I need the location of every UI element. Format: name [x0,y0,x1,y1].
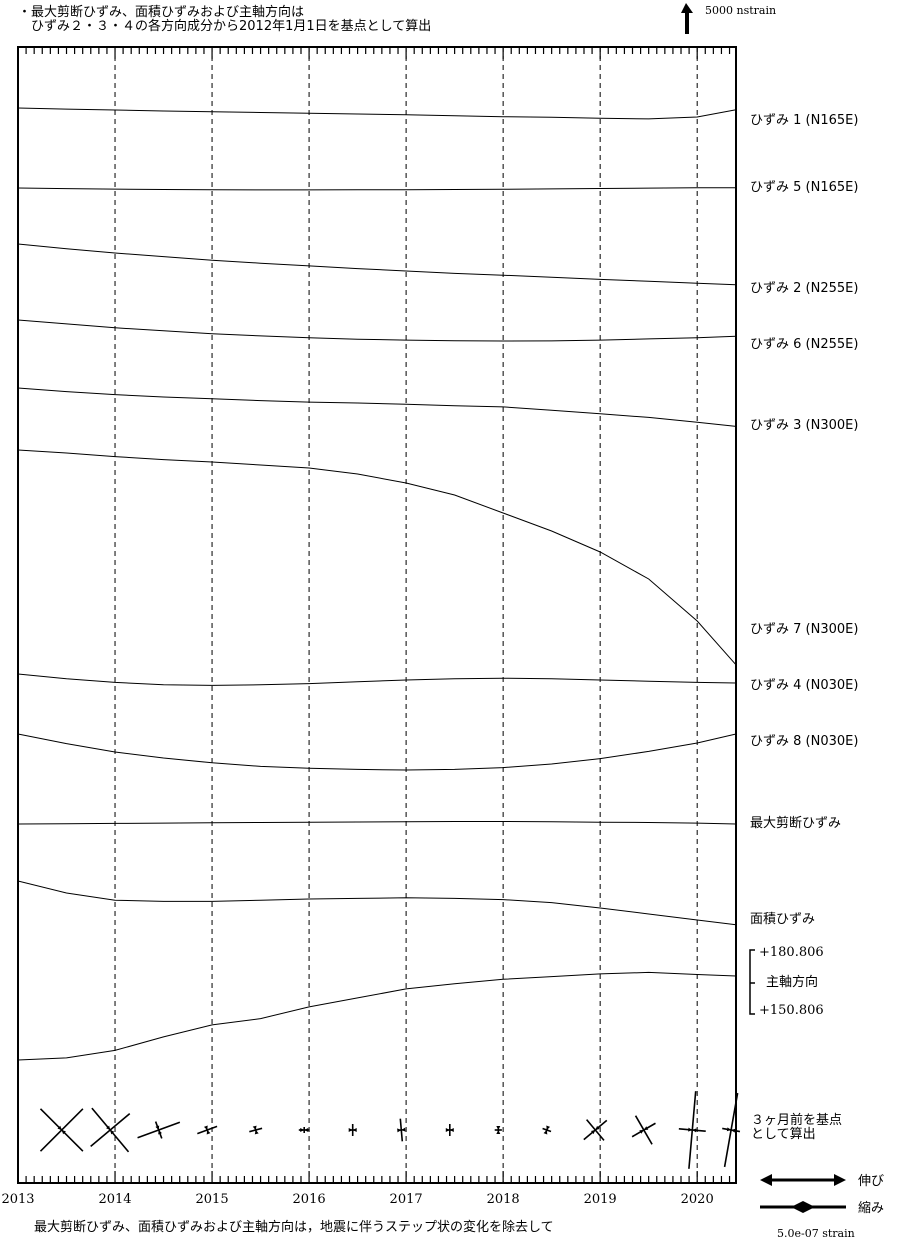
strain-cross [90,1107,131,1153]
series-line [17,821,737,825]
footer-note: 最大剪断ひずみ、面積ひずみおよび主軸方向は，地震に伴うステップ状の変化を除去して [34,1220,554,1235]
strain-cross [542,1125,552,1135]
principal-axis-upper: +180.806 [759,945,824,960]
compression-arrowheads [639,1126,649,1134]
compression-arrowheads [397,1127,406,1133]
x-tick-label: 2019 [584,1192,617,1207]
principal-axis-lower: +150.806 [759,1003,824,1018]
compression-legend-label: 縮み [858,1200,884,1216]
compression-arrowheads [348,1128,357,1132]
cross-note-line2: として算出 [751,1127,816,1142]
compression-arrowheads [155,1125,162,1135]
series-line [17,319,737,342]
compression-arrowheads [496,1126,501,1134]
header-note-line2: ひずみ２・３・４の各方向成分から2012年1月1日を基点として算出 [18,19,432,34]
compression-arrowheads [543,1125,551,1135]
strain-cross [678,1091,706,1169]
series-line [17,673,737,686]
series-lines [17,107,737,1061]
x-tick-label: 2016 [293,1192,326,1207]
axis-ticks: 2013 2014 2015 2016 2017 2018 2019 2020 [1,47,731,1207]
principal-axis-label: 主軸方向 [766,974,818,990]
x-tick-label: 2015 [196,1192,229,1207]
series-label: ひずみ 4 (N030E) [750,678,858,693]
compression-arrowheads [445,1128,454,1132]
strain-cross [39,1108,84,1152]
strain-cross [583,1119,608,1141]
cross-note-line1: ３ヶ月前を基点 [751,1112,842,1128]
series-label: ひずみ 2 (N255E) [750,281,858,296]
scale-bar-label: 5000 nstrain [705,4,776,17]
series-line [17,243,737,286]
series-label: ひずみ 6 (N255E) [750,337,858,352]
principal-axis-bracket [749,949,755,1015]
principal-axis-line [17,971,737,1061]
strain-crosses [39,1091,741,1169]
strain-cross [397,1118,406,1142]
strain-cross [197,1125,218,1135]
strain-cross [348,1124,357,1136]
series-line [17,107,737,120]
x-tick-label: 2017 [390,1192,423,1207]
series-label: 最大剪断ひずみ [750,815,841,831]
extension-legend-label: 伸び [858,1174,884,1189]
compression-arrowheads [726,1127,736,1133]
series-label: ひずみ 5 (N165E) [750,180,858,195]
series-labels: ひずみ 1 (N165E) ひずみ 5 (N165E) ひずみ 2 (N255E) ひ… [749,113,858,1142]
series-label: ひずみ 3 (N300E) [750,418,858,433]
compression-arrowheads [688,1127,697,1133]
strain-scale-label: 5.0e-07 strain [777,1227,855,1240]
strain-cross [137,1121,181,1139]
x-tick-label: 2020 [681,1192,714,1207]
scale-bar-arrow [681,3,693,34]
plot-frame [17,46,737,1184]
series-label: 面積ひずみ [750,912,815,927]
strain-cross [631,1115,656,1145]
header-note-line1: ・最大剪断ひずみ、面積ひずみおよび主軸方向は [18,5,305,20]
strain-cross [494,1126,502,1134]
strain-cross [722,1092,741,1168]
compression-legend-arrows [791,1201,815,1213]
series-label: ひずみ 7 (N300E) [750,622,858,637]
series-label: ひずみ 8 (N030E) [750,734,858,749]
compression-arrowheads [300,1128,309,1132]
strain-cross [298,1127,310,1133]
series-line [17,733,737,771]
year-gridlines [114,47,698,1183]
compression-arrowheads [590,1125,600,1135]
series-line [17,387,737,427]
compression-arrowheads [203,1125,211,1135]
series-line [17,880,737,926]
x-tick-label: 2013 [1,1192,34,1207]
compression-arrowheads [57,1125,66,1135]
series-label: ひずみ 1 (N165E) [750,113,858,128]
x-tick-label: 2014 [98,1192,131,1207]
compression-arrowheads [252,1125,259,1135]
strain-cross [249,1125,263,1135]
strain-cross [445,1124,454,1136]
x-tick-label: 2018 [487,1192,520,1207]
compression-arrowheads [106,1125,115,1135]
series-line [17,449,737,666]
series-line [17,187,736,191]
